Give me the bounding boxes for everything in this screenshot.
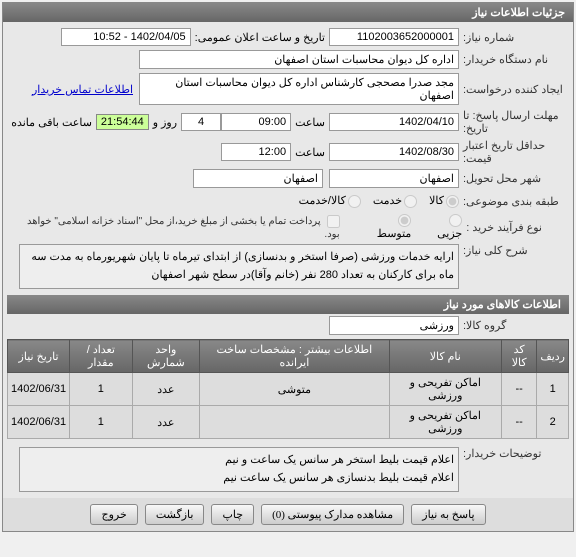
reply-button[interactable]: پاسخ به نیاز — [411, 504, 485, 525]
th-row: ردیف — [537, 340, 569, 373]
radio-minor-label: جزیی — [437, 228, 462, 240]
time-word-2: ساعت — [291, 146, 329, 159]
need-no-label: شماره نیاز: — [459, 31, 569, 44]
table-cell: 1402/06/31 — [8, 406, 70, 439]
group-value: ورزشی — [329, 316, 459, 335]
need-no-value: 1102003652000001 — [329, 28, 459, 46]
goods-header: اطلاعات کالاهای مورد نیاز — [7, 295, 569, 314]
main-panel: جزئیات اطلاعات نیاز شماره نیاز: 11020036… — [2, 2, 574, 532]
table-cell: عدد — [132, 373, 200, 406]
table-cell: متوشی — [200, 373, 389, 406]
back-button[interactable]: بازگشت — [145, 504, 205, 525]
table-cell: 1 — [70, 373, 132, 406]
radio-goods[interactable]: کالا — [429, 194, 459, 208]
city-label: شهر محل تحویل: — [459, 172, 569, 185]
th-date: تاریخ نیاز — [8, 340, 70, 373]
radio-goods-label: کالا — [429, 195, 444, 207]
category-label: طبقه بندی موضوعی: — [459, 195, 569, 208]
table-cell: 2 — [537, 406, 569, 439]
days-remain: 4 — [181, 113, 221, 131]
group-label: گروه کالا: — [459, 319, 569, 332]
check-treasury[interactable]: پرداخت تمام یا بخشی از مبلغ خرید،از محل … — [19, 215, 340, 240]
th-name: نام کالا — [389, 340, 501, 373]
announce-label: تاریخ و ساعت اعلان عمومی: — [191, 31, 329, 44]
radio-medium-label: متوسط — [377, 228, 412, 240]
table-cell: اماکن تفریحی و ورزشی — [389, 406, 501, 439]
table-cell: -- — [502, 406, 537, 439]
days-word: روز و — [149, 116, 181, 129]
creator-label: ایجاد کننده درخواست: — [459, 83, 569, 96]
form-body: شماره نیاز: 1102003652000001 تاریخ و ساع… — [3, 22, 573, 498]
validity-time: 12:00 — [221, 143, 291, 161]
time-word-1: ساعت — [291, 116, 329, 129]
province-value: اصفهان — [193, 169, 323, 188]
process-label: نوع فرآیند خرید : — [462, 221, 569, 234]
table-row: 1--اماکن تفریحی و ورزشیمتوشیعدد11402/06/… — [8, 373, 569, 406]
announce-value: 1402/04/05 - 10:52 — [61, 28, 191, 46]
validity-date: 1402/08/30 — [329, 143, 459, 161]
table-row: 2--اماکن تفریحی و ورزشی عدد11402/06/31 — [8, 406, 569, 439]
creator-value: مجد صدرا مصحجی کارشناس اداره کل دیوان مح… — [139, 73, 459, 105]
summary-label: شرح کلی نیاز: — [459, 244, 569, 257]
radio-both-label: کالا/خدمت — [299, 195, 346, 207]
table-cell: عدد — [132, 406, 200, 439]
buyer-notes: اعلام قیمت بلیط استخر هر سانس یک ساعت و … — [19, 447, 459, 492]
org-value: اداره کل دیوان محاسبات استان اصفهان — [139, 50, 459, 69]
th-code: کد کالا — [502, 340, 537, 373]
deadline-time: 09:00 — [221, 113, 291, 131]
radio-both[interactable]: کالا/خدمت — [299, 194, 361, 208]
buyer-note-1: اعلام قیمت بلیط استخر هر سانس یک ساعت و … — [24, 452, 454, 470]
radio-service-label: خدمت — [373, 195, 402, 207]
countdown: 21:54:44 — [96, 114, 149, 130]
radio-medium[interactable]: متوسط — [363, 214, 411, 240]
validity-label: حداقل تاریخ اعتبار قیمت: — [459, 139, 569, 165]
table-cell: 1 — [70, 406, 132, 439]
city-value: اصفهان — [329, 169, 459, 188]
buyer-note-2: اعلام قیمت بلیط بدنسازی هر سانس یک ساعت … — [24, 470, 454, 488]
table-cell: 1402/06/31 — [8, 373, 70, 406]
contact-link[interactable]: اطلاعات تماس خریدار — [32, 83, 133, 96]
attachments-button[interactable]: مشاهده مدارک پیوستی (0) — [261, 504, 404, 525]
pay-note: پرداخت تمام یا بخشی از مبلغ خرید،از محل … — [27, 216, 340, 240]
th-spec: اطلاعات بیشتر : مشخصات ساخت ایرانده — [200, 340, 389, 373]
panel-title: جزئیات اطلاعات نیاز — [3, 3, 573, 22]
th-unit: واحد شمارش — [132, 340, 200, 373]
table-cell: 1 — [537, 373, 569, 406]
button-bar: پاسخ به نیاز مشاهده مدارک پیوستی (0) چاپ… — [3, 498, 573, 531]
print-button[interactable]: چاپ — [211, 504, 254, 525]
buyer-notes-label: توضیحات خریدار: — [459, 447, 569, 460]
remain-word: ساعت باقی مانده — [7, 116, 96, 129]
summary-value: ارایه خدمات ورزشی (صرفا استخر و بدنسازی)… — [19, 244, 459, 289]
radio-minor[interactable]: جزیی — [423, 214, 462, 240]
th-qty: تعداد / مقدار — [70, 340, 132, 373]
deadline-date: 1402/04/10 — [329, 113, 459, 131]
goods-table: ردیف کد کالا نام کالا اطلاعات بیشتر : مش… — [7, 339, 569, 439]
table-cell: اماکن تفریحی و ورزشی — [389, 373, 501, 406]
table-cell — [200, 406, 389, 439]
table-cell: -- — [502, 373, 537, 406]
org-label: نام دستگاه خریدار: — [459, 53, 569, 66]
radio-service[interactable]: خدمت — [373, 194, 417, 208]
exit-button[interactable]: خروج — [90, 504, 137, 525]
deadline-label: مهلت ارسال پاسخ: تا تاریخ: — [459, 109, 569, 135]
